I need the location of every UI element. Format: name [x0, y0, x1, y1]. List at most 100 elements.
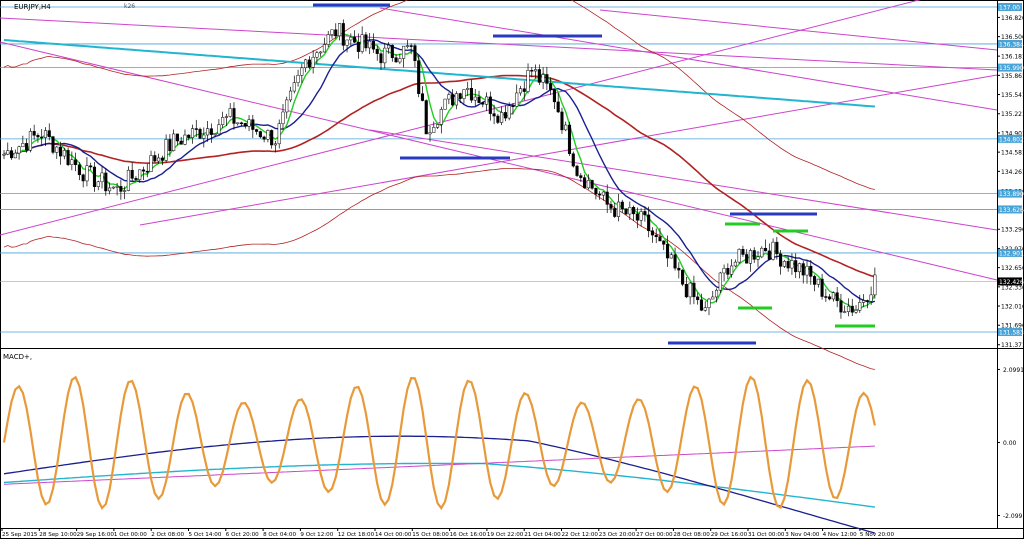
candle-body [609, 204, 613, 209]
time-tick-label: 29 Oct 16:00 [711, 532, 748, 538]
candle-body [820, 278, 824, 297]
candle-body [341, 23, 345, 46]
level-tag-label: 134.802 [999, 136, 1024, 143]
candle-body [681, 269, 685, 285]
candle-body [228, 108, 232, 117]
candle-body [224, 116, 228, 118]
candle-body [824, 296, 828, 298]
candle-body [217, 124, 221, 135]
envelope-upper [3, 0, 875, 190]
trendline [379, 7, 998, 111]
candle-body [9, 150, 14, 159]
candle-body [515, 92, 519, 107]
candle-body [665, 244, 670, 259]
candle-body [398, 58, 402, 63]
candle-body [371, 40, 376, 50]
current-price-tag [998, 277, 1022, 286]
candle-body [221, 117, 225, 125]
candle-body [345, 39, 349, 46]
candle-body [526, 69, 530, 92]
candle-body [375, 48, 379, 54]
candle-body [733, 261, 737, 267]
time-tick-label: 9 Oct 12:00 [300, 532, 333, 538]
candle-body [386, 44, 391, 49]
candle-body [605, 191, 609, 205]
candle-body [737, 249, 741, 263]
candle-body [616, 201, 621, 217]
candle-body [232, 108, 236, 124]
candle-body [77, 164, 81, 176]
time-tick-label: 31 Oct 00:00 [748, 532, 785, 538]
candle-body [119, 186, 123, 192]
price-tick-label: 132.336 [1001, 284, 1024, 291]
level-tag-label: 135.990 [999, 65, 1024, 72]
candle-body [157, 157, 161, 162]
candle-body [862, 300, 866, 303]
fast-moving-average [3, 32, 876, 312]
candle-body [703, 307, 707, 311]
time-tick-label: 6 Oct 20:00 [226, 532, 259, 538]
candle-body [168, 139, 172, 151]
trendline [0, 17, 998, 71]
candle-body [488, 96, 492, 114]
candle-body [613, 208, 617, 217]
candle-body [782, 261, 786, 267]
candle-body [17, 146, 21, 154]
level-tag-label: 133.626 [999, 207, 1024, 214]
price-tick-label: 134.261 [1001, 169, 1024, 176]
candle-body [138, 169, 142, 180]
candle-body [496, 115, 500, 123]
candle-body [413, 45, 417, 61]
time-tick-label: 28 Sep 10:00 [39, 532, 77, 538]
candle-body [108, 187, 112, 192]
candle-body [51, 136, 55, 153]
candle-body [805, 265, 809, 276]
candle-body [537, 69, 541, 83]
level-tag [998, 39, 1022, 48]
candle-body [654, 234, 658, 237]
candle-body [828, 296, 832, 300]
envelope-lower [3, 168, 875, 370]
candle-body [368, 40, 372, 49]
time-tick-label: 19 Oct 22:00 [487, 532, 524, 538]
candle-body [794, 260, 798, 273]
candle-body [85, 165, 89, 182]
candle-body [319, 51, 323, 54]
candle-body [477, 96, 481, 103]
candle-body [206, 128, 210, 136]
candle-body [307, 59, 311, 68]
candle-body [835, 292, 839, 302]
candle-body [831, 292, 835, 300]
candle-body [454, 93, 458, 106]
candle-body [183, 134, 187, 145]
candle-body [462, 89, 466, 99]
candle-body [722, 268, 726, 274]
price-tick-label: 135.541 [1001, 92, 1024, 99]
candle-body [556, 101, 560, 113]
candle-body [839, 300, 843, 313]
candle-body [55, 146, 59, 153]
candle-body [190, 128, 195, 138]
candle-body [846, 305, 851, 312]
macd-magenta-line [3, 445, 875, 485]
candle-body [643, 211, 647, 216]
candle-body [296, 75, 300, 83]
candle-body [677, 267, 681, 271]
candle-body [160, 157, 164, 161]
candle-body [364, 34, 368, 49]
candle-body [262, 136, 266, 140]
candle-body [356, 41, 360, 52]
current-price-label: 132.426 [999, 279, 1024, 286]
candle-body [579, 175, 583, 178]
candle-body [100, 172, 104, 183]
time-tick-label: 29 Sep 16:00 [77, 532, 115, 538]
candle-body [92, 166, 97, 187]
candle-body [458, 93, 462, 99]
candle-body [311, 56, 315, 68]
level-tag [998, 205, 1022, 214]
candle-body [115, 186, 119, 188]
candle-body [288, 90, 293, 101]
candle-body [59, 146, 63, 157]
candle-body [620, 201, 624, 210]
candle-body [865, 300, 869, 302]
